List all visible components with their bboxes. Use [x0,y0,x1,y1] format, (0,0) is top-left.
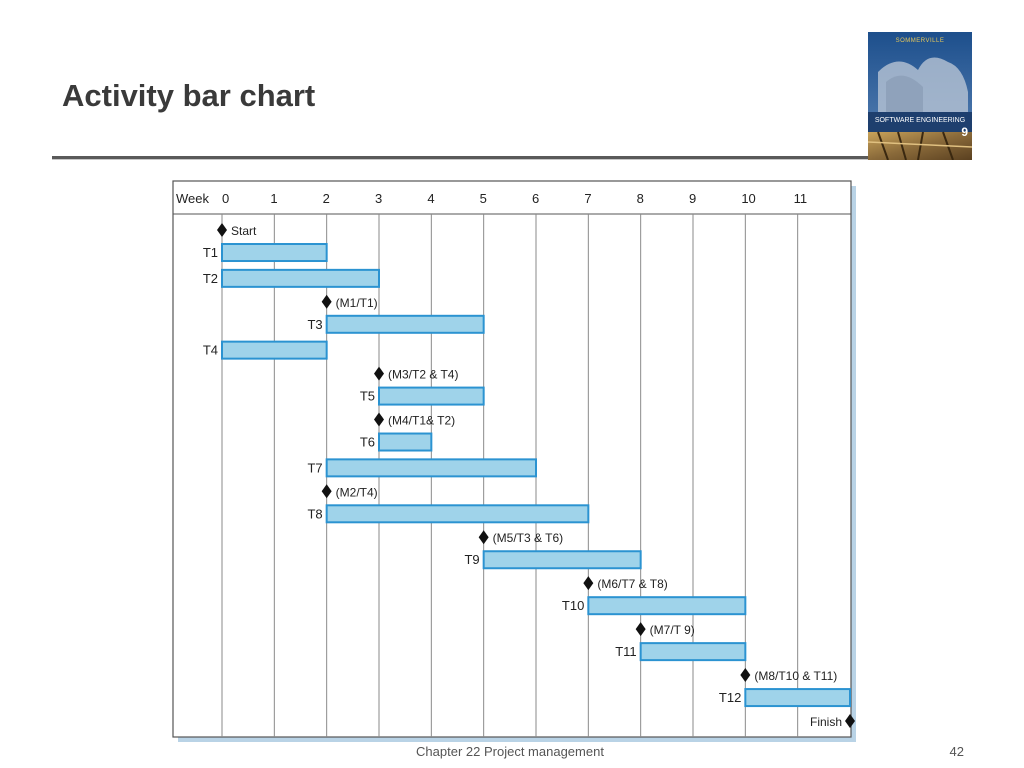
task-bar-t2 [221,268,380,288]
footer-chapter: Chapter 22 Project management [416,744,604,759]
task-bar-t7 [325,458,537,478]
task-label-t2: T2 [203,271,218,286]
week-tick-5: 5 [480,191,487,206]
book-series-label: SOMMERVILLE [895,38,945,44]
week-tick-0: 0 [222,191,229,206]
milestone-marker-19 [740,668,751,683]
title-divider [52,156,872,159]
milestone-label-19: (M8/T10 & T11) [754,669,837,683]
milestone-marker-0 [217,223,227,237]
task-label-t7: T7 [307,460,322,475]
gantt-chart-svg: Week 0 1 2 3 4 5 6 7 8 9 10 11 Start T1 T2 (M1/T1) T3 T4… [172,180,856,742]
week-tick-6: 6 [532,191,539,206]
week-tick-9: 9 [689,191,696,206]
task-label-t10: T10 [562,598,584,613]
week-tick-3: 3 [375,191,382,206]
week-tick-4: 4 [427,191,434,206]
week-tick-2: 2 [323,191,330,206]
milestone-marker-6 [374,366,384,381]
task-bar-t6 [378,432,433,452]
task-bar-t12 [744,688,851,708]
milestone-marker-17 [635,622,646,637]
x-axis-label: Week [176,191,209,206]
task-bar-t9 [482,550,642,570]
milestone-label-6: (M3/T2 & T4) [388,368,458,382]
task-label-t11: T11 [615,644,636,659]
milestone-marker-11 [321,484,332,499]
milestone-marker-8 [374,412,384,427]
book-title-label: SOFTWARE ENGINEERING [874,117,966,124]
slide-title: Activity bar chart [62,78,316,113]
week-tick-8: 8 [637,191,644,206]
task-bar-t4 [221,340,328,360]
task-bar-t5 [378,386,485,406]
task-label-t8: T8 [307,506,322,521]
week-tick-7: 7 [584,191,591,206]
book-cover-image: SOMMERVILLE SOFTWARE ENGINEERING 9 [868,32,972,160]
milestone-marker-21 [845,714,855,728]
milestone-label-13: (M5/T3 & T6) [493,531,563,545]
task-label-t4: T4 [203,343,218,358]
milestone-label-8: (M4/T1& T2) [388,414,455,428]
task-label-t12: T12 [719,690,741,705]
week-ticks: 0 1 2 3 4 5 6 7 8 9 10 11 [222,191,807,206]
task-label-t3: T3 [307,317,322,332]
milestone-label-11: (M2/T4) [336,485,378,499]
page-number: 42 [949,744,964,759]
task-bar-t1 [221,243,328,263]
activity-bar-chart: Week 0 1 2 3 4 5 6 7 8 9 10 11 Start T1 T2 (M1/T1) T3 T4… [172,180,856,742]
title-divider-shadow [52,159,872,160]
week-tick-11: 11 [794,191,808,206]
task-bar-t10 [587,596,747,616]
grid-lines [221,214,799,737]
milestone-marker-13 [478,530,489,545]
task-bar-t8 [325,504,590,524]
week-tick-10: 10 [741,191,755,206]
milestone-marker-3 [321,294,332,309]
milestone-label-21: Finish [810,715,842,729]
book-cover-art [868,32,972,160]
task-bar-t11 [639,642,747,662]
task-bar-t3 [325,314,485,334]
milestone-label-15: (M6/T7 & T8) [597,577,667,591]
week-tick-1: 1 [270,191,277,206]
book-edition-label: 9 [961,125,968,139]
task-label-t1: T1 [203,245,218,260]
task-label-t9: T9 [464,552,479,567]
task-label-t6: T6 [360,435,375,450]
milestone-label-3: (M1/T1) [336,296,378,310]
milestone-label-0: Start [231,224,257,238]
task-label-t5: T5 [360,389,375,404]
milestone-marker-15 [583,576,594,591]
milestone-label-17: (M7/T 9) [650,623,695,637]
gantt-rows: Start T1 T2 (M1/T1) T3 T4 (M3/T2 & T4) T5 (M4/T1… [203,223,855,729]
